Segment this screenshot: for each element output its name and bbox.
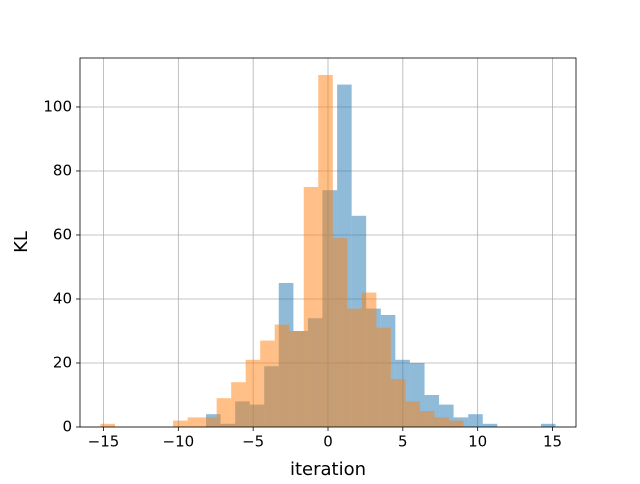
bar	[231, 382, 246, 427]
bar	[187, 417, 203, 427]
bar	[376, 327, 391, 427]
x-tick-label: 15	[543, 433, 562, 451]
bar	[419, 410, 435, 427]
bar	[289, 330, 304, 427]
plot-frame	[79, 57, 577, 428]
x-tick-label: 5	[398, 433, 408, 451]
bar	[448, 420, 464, 427]
y-axis-label: KL	[11, 231, 32, 253]
x-tick-label: −15	[88, 433, 120, 451]
bar	[540, 423, 556, 427]
x-tick-label: 0	[323, 433, 333, 451]
bar	[405, 401, 420, 427]
bar	[202, 417, 217, 427]
bar	[482, 423, 498, 427]
bar	[303, 186, 319, 427]
bar	[390, 378, 406, 427]
y-tick-label: 40	[53, 289, 72, 307]
y-tick-label: 60	[53, 225, 72, 243]
x-tick-label: 10	[468, 433, 487, 451]
bar	[468, 414, 483, 427]
x-tick-label: −5	[242, 433, 264, 451]
y-tick-label: 100	[43, 97, 72, 115]
y-tick-label: 20	[53, 353, 72, 371]
bar	[332, 238, 348, 427]
bar	[361, 292, 377, 427]
bar	[216, 398, 232, 427]
x-axis-label: iteration	[290, 459, 366, 480]
bar	[347, 308, 362, 427]
bar	[245, 359, 261, 427]
bar	[318, 74, 333, 427]
bar	[100, 423, 116, 427]
bar	[173, 420, 188, 427]
y-tick-label: 0	[62, 418, 72, 436]
y-tick-label: 80	[53, 161, 72, 179]
x-tick-label: −10	[163, 433, 195, 451]
bar	[434, 417, 449, 427]
bar	[260, 340, 275, 427]
bar	[274, 324, 290, 427]
